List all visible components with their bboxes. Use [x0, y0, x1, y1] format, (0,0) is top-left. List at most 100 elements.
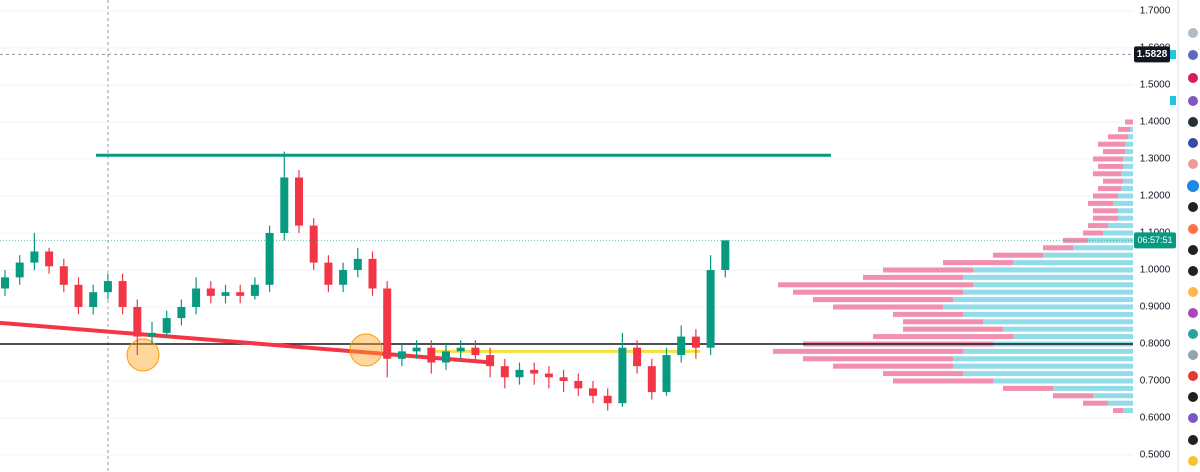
- candle-body: [15, 262, 24, 278]
- profile-bar: [1123, 156, 1133, 162]
- touch-marker: [349, 333, 383, 367]
- candle-body: [471, 347, 480, 356]
- icon[interactable]: [1188, 138, 1198, 148]
- candle-body: [59, 266, 68, 285]
- profile-bar: [1128, 134, 1133, 140]
- icon[interactable]: [1188, 329, 1198, 339]
- candle-body: [162, 318, 171, 333]
- icon[interactable]: [1188, 308, 1198, 318]
- candle-body: [206, 288, 215, 296]
- icon[interactable]: [1188, 224, 1198, 234]
- profile-bar: [1108, 400, 1133, 406]
- profile-bar: [1003, 326, 1133, 332]
- profile-bar: [1098, 186, 1121, 192]
- icon[interactable]: [1188, 96, 1198, 106]
- candle-body: [559, 377, 568, 381]
- profile-bar: [903, 326, 1003, 332]
- y-tick-label: 1.2000: [1140, 191, 1171, 202]
- profile-bar: [1103, 230, 1133, 236]
- candle-body: [442, 351, 450, 363]
- icon[interactable]: [1188, 117, 1198, 127]
- profile-bar: [1093, 208, 1118, 214]
- candle-body: [74, 284, 83, 307]
- candle-body: [530, 369, 539, 374]
- profile-bar: [833, 363, 953, 369]
- countdown-bg: [1134, 232, 1176, 249]
- profile-bar: [1073, 245, 1133, 251]
- icon[interactable]: [1188, 435, 1198, 445]
- profile-bar: [1013, 334, 1133, 340]
- candle-body: [280, 177, 289, 233]
- profile-bar: [943, 304, 1133, 310]
- candle-body: [677, 336, 686, 356]
- countdown: 06:57:51: [1137, 235, 1172, 245]
- profile-bar: [1013, 260, 1133, 266]
- profile-bar: [1083, 400, 1108, 406]
- profile-bar: [1125, 149, 1133, 155]
- y-tick-label: 1.4000: [1140, 117, 1171, 128]
- profile-bar: [863, 274, 963, 280]
- candle-body: [544, 373, 553, 378]
- profile-bar: [1125, 141, 1133, 147]
- profile-bar: [1113, 408, 1123, 414]
- candle-body: [192, 288, 201, 307]
- profile-bar: [1063, 237, 1088, 243]
- toolbar-icons: [1170, 28, 1199, 466]
- candle-body: [89, 292, 98, 307]
- profile-bar: [953, 356, 1133, 362]
- candle-body: [500, 366, 509, 378]
- candle-body: [45, 251, 54, 267]
- profile-bar: [1043, 245, 1073, 251]
- profile-bar: [1098, 163, 1123, 169]
- profile-bar: [1098, 141, 1125, 147]
- profile-bar: [903, 319, 983, 325]
- profile-bar: [1121, 186, 1133, 192]
- candle-body: [118, 281, 127, 307]
- candle-body: [721, 240, 730, 270]
- icon[interactable]: [1188, 73, 1198, 83]
- candle-body: [221, 292, 230, 296]
- profile-bar: [1043, 252, 1133, 258]
- candle-body: [265, 232, 274, 285]
- y-tick-label: 0.8000: [1140, 339, 1171, 350]
- profile-bar: [1083, 230, 1103, 236]
- icon[interactable]: [1188, 159, 1198, 169]
- profile-bar: [1093, 156, 1123, 162]
- candle-body: [324, 262, 333, 285]
- touch-marker: [126, 338, 160, 372]
- profile-bar: [873, 334, 1013, 340]
- candle-body: [515, 369, 524, 378]
- candle-body: [618, 347, 627, 404]
- profile-bar: [1103, 149, 1125, 155]
- icon[interactable]: [1188, 371, 1198, 381]
- icon[interactable]: [1188, 202, 1198, 212]
- icon[interactable]: [1188, 350, 1198, 360]
- icon[interactable]: [1188, 245, 1198, 255]
- profile-bar: [1053, 393, 1093, 399]
- profile-bar: [1103, 178, 1123, 184]
- icon[interactable]: [1188, 28, 1198, 38]
- profile-bar: [963, 371, 1133, 377]
- profile-bar: [1118, 126, 1130, 132]
- profile-bar: [943, 260, 1013, 266]
- profile-bar: [1093, 171, 1121, 177]
- profile-bar: [1093, 215, 1118, 221]
- profile-bar: [1108, 134, 1128, 140]
- y-tick-label: 0.7000: [1140, 376, 1171, 387]
- icon[interactable]: [1188, 287, 1198, 297]
- profile-bar: [963, 348, 1133, 354]
- icon[interactable]: [1188, 392, 1198, 402]
- icon[interactable]: [1188, 456, 1198, 466]
- icon[interactable]: [1187, 180, 1199, 192]
- profile-bar: [963, 289, 1133, 295]
- profile-bar: [1003, 385, 1053, 391]
- trend-line: [0, 320, 488, 365]
- candle-body: [236, 292, 245, 296]
- icon[interactable]: [1188, 413, 1198, 423]
- icon[interactable]: [1188, 50, 1198, 60]
- toolbar: [1178, 0, 1200, 472]
- icon[interactable]: [1188, 266, 1198, 276]
- profile-bar: [973, 267, 1133, 273]
- y-tick-label: 1.5000: [1140, 80, 1171, 91]
